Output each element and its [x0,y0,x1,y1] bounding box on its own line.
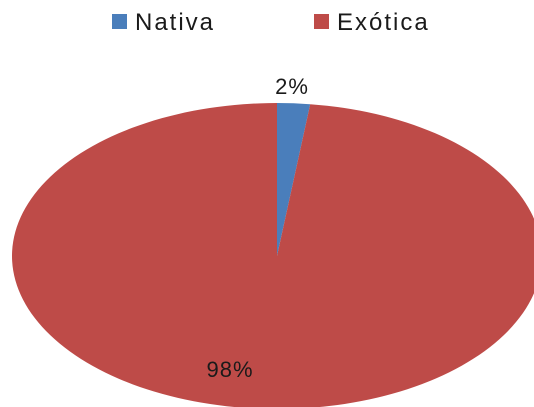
pie-slice-nativa [277,103,311,256]
legend-swatch-nativa [112,14,127,29]
data-label-nativa: 2% [275,74,309,99]
legend-label-exótica: Exótica [337,9,430,36]
pie-slice-exótica [12,103,534,407]
legend: Nativa Exótica [112,9,430,36]
pie-slices [12,103,534,407]
legend-swatch-exótica [314,14,329,29]
legend-label-nativa: Nativa [135,9,215,36]
data-label-exótica: 98% [206,357,253,382]
data-labels: 2% 98% [206,74,309,382]
